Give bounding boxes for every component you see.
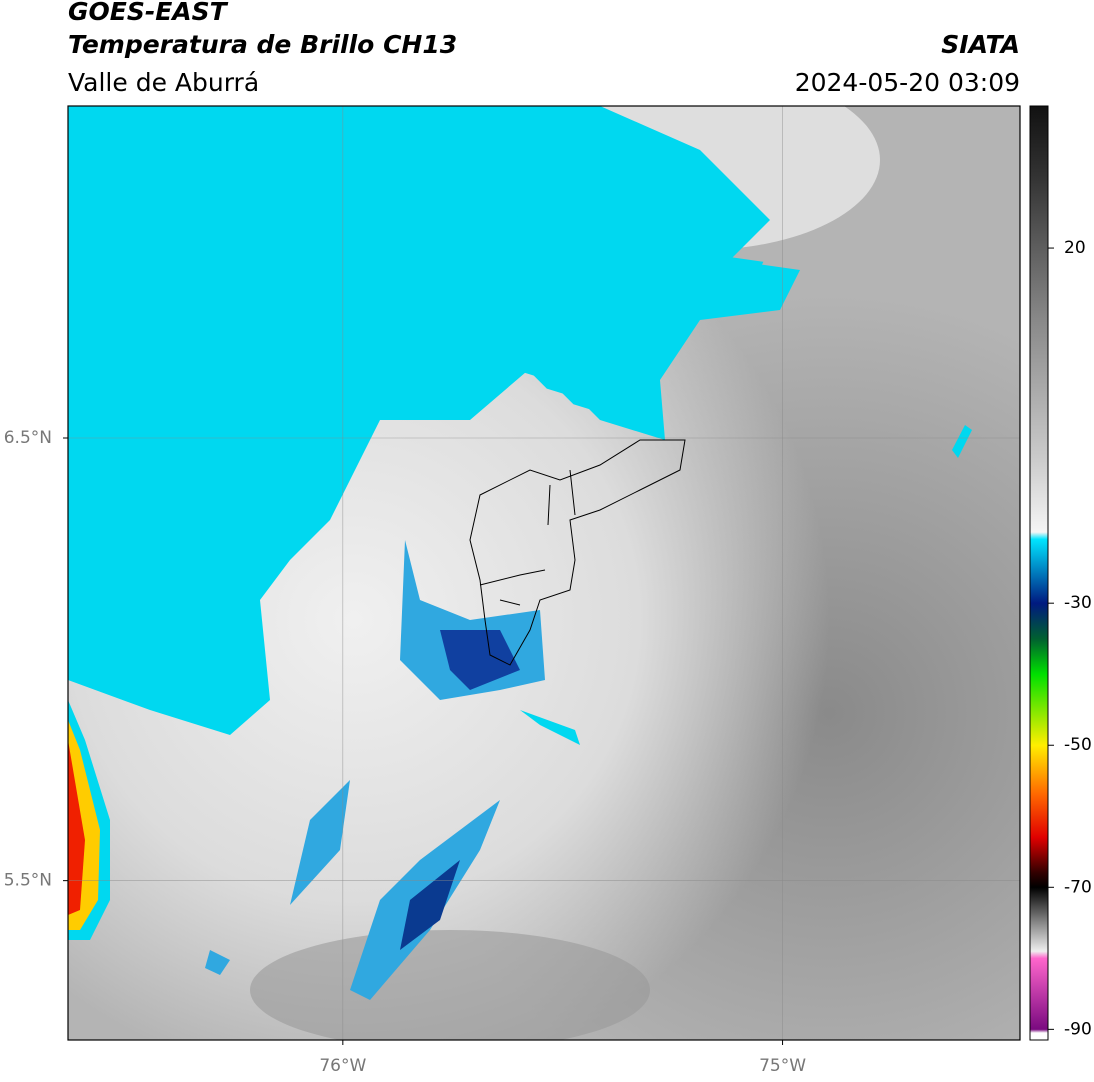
y-tick-label: 6.5°N: [4, 428, 52, 448]
y-tick-label: 5.5°N: [4, 871, 52, 891]
source: SIATA: [941, 30, 1020, 59]
x-tick-label: 75°W: [759, 1056, 806, 1076]
title: GOES-EAST: [68, 0, 229, 26]
x-tick-label: 76°W: [319, 1056, 366, 1076]
colorbar-tick-label: -90: [1064, 1019, 1092, 1039]
satellite-image: [68, 106, 1020, 1040]
valley-boundary: [469, 439, 686, 666]
region: Valle de Aburrá: [68, 68, 259, 97]
colorbar-tick-label: -30: [1064, 593, 1092, 613]
timestamp: 2024-05-20 03:09: [795, 68, 1020, 97]
map-frame: [67, 105, 1021, 1041]
subtitle: Temperatura de Brillo CH13: [68, 30, 457, 59]
colorbar-tick-label: 20: [1064, 238, 1086, 258]
colorbar-tick-label: -50: [1064, 735, 1092, 755]
colorbar-tick-label: -70: [1064, 877, 1092, 897]
colorbar: [1029, 105, 1049, 1041]
